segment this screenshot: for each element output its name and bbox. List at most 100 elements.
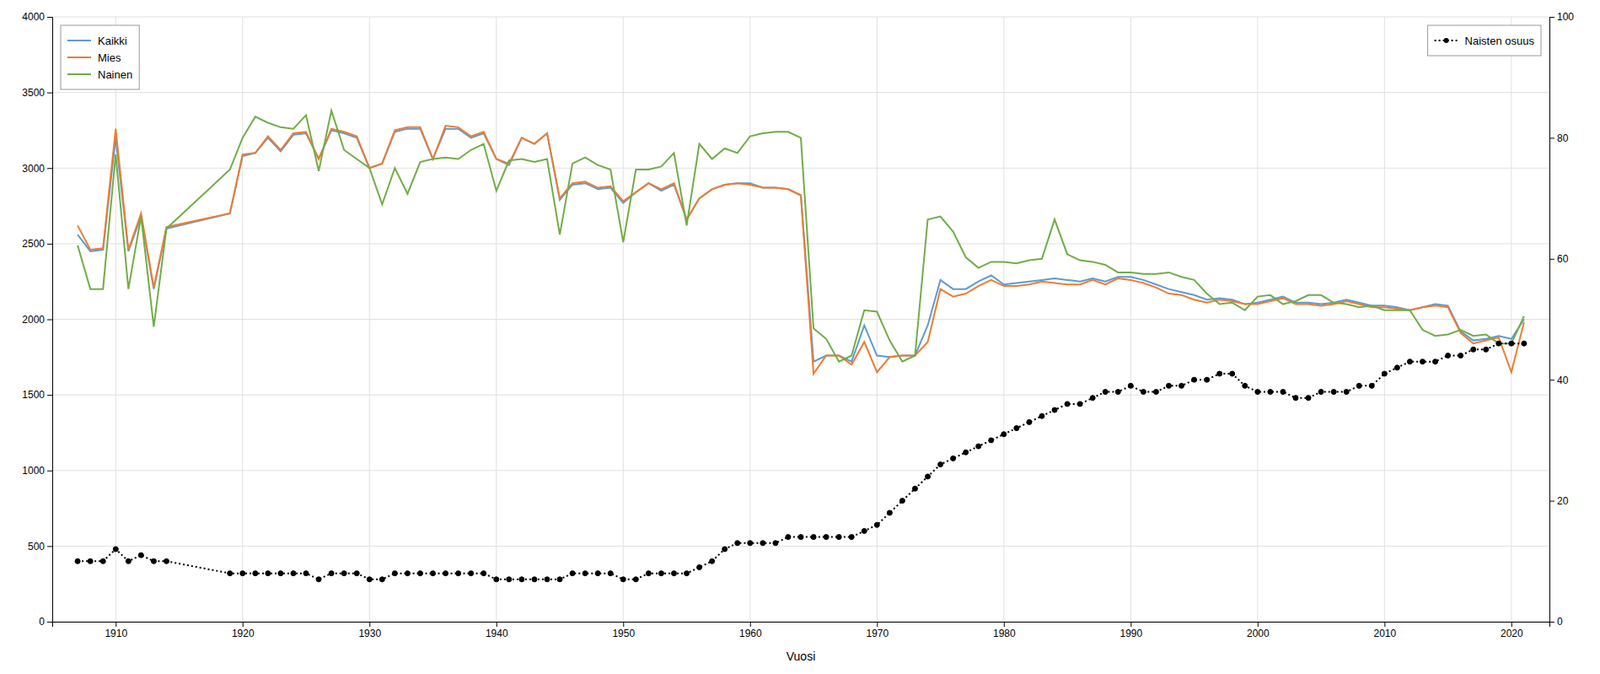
x-axis-tick-mark <box>496 621 498 627</box>
point <box>595 570 601 576</box>
point <box>658 570 664 576</box>
x-grid-line <box>1510 16 1512 622</box>
x-grid-line <box>1384 16 1386 622</box>
y2-axis-tick: 60 <box>1549 252 1569 265</box>
point <box>1483 346 1489 352</box>
series-line <box>77 343 1525 580</box>
x-axis-tick-label: 1980 <box>993 627 1016 639</box>
x-axis-tick: 1970 <box>865 621 889 639</box>
legend-label: Kaikki <box>97 34 128 48</box>
y-axis-tick-mark <box>47 319 53 321</box>
x-axis-tick: 1980 <box>993 621 1016 639</box>
point <box>1052 407 1058 413</box>
legend-swatch <box>67 73 92 76</box>
point <box>328 570 334 576</box>
x-axis-tick: 1910 <box>104 621 128 639</box>
point <box>341 570 347 576</box>
y-axis-tick-mark <box>47 394 53 396</box>
point <box>531 576 537 582</box>
y-axis-tick: 1000 <box>21 464 53 477</box>
y-axis-tick-label: 2500 <box>21 237 45 250</box>
legend-label: Nainen <box>97 68 133 81</box>
y-grid-line <box>52 545 1550 547</box>
series-line <box>77 125 1525 374</box>
point <box>150 558 156 564</box>
point <box>1077 401 1083 407</box>
y2-axis-tick-label: 40 <box>1557 374 1569 387</box>
point <box>633 576 639 582</box>
legend-marker <box>1444 37 1450 43</box>
point <box>87 558 93 564</box>
y-axis-tick-label: 1000 <box>21 464 45 477</box>
y-axis-tick-label: 3000 <box>21 162 45 175</box>
point <box>1496 340 1502 346</box>
legend-swatch <box>67 56 92 59</box>
x-grid-line <box>876 16 878 622</box>
point <box>938 461 944 468</box>
x-axis-tick-label: 1990 <box>1119 627 1143 639</box>
series-markers <box>75 340 1527 582</box>
series-group <box>75 110 1527 582</box>
x-axis-tick-mark <box>1257 621 1259 627</box>
x-axis-tick-mark <box>1384 621 1386 627</box>
point <box>1267 389 1273 395</box>
series-line <box>77 128 1525 362</box>
y-grid-line <box>52 91 1550 93</box>
x-axis-tick-mark <box>242 621 244 627</box>
y-axis-tick-mark <box>47 470 53 472</box>
point <box>1356 382 1362 388</box>
point <box>1242 382 1248 388</box>
y-axis: 05001000150020002500300035004000 <box>21 10 53 628</box>
point <box>785 534 791 540</box>
point <box>1445 353 1451 359</box>
y-grid-line <box>52 16 1550 18</box>
x-axis-line <box>53 622 1551 628</box>
point <box>379 576 385 582</box>
y2-axis-tick: 20 <box>1549 494 1569 507</box>
point <box>722 546 728 552</box>
legend-swatch <box>67 39 92 42</box>
x-grid-line <box>622 16 624 622</box>
x-axis-tick: 1960 <box>739 621 763 639</box>
point <box>645 570 651 576</box>
x-grid-line <box>241 16 243 622</box>
legend-box <box>60 25 140 90</box>
legend-label: Naisten osuus <box>1465 34 1536 48</box>
y-axis-tick: 2000 <box>21 313 53 326</box>
point <box>290 570 296 576</box>
x-grid-line <box>495 16 497 622</box>
point <box>138 552 144 558</box>
point <box>836 534 842 540</box>
point <box>1521 340 1527 346</box>
point <box>443 570 449 576</box>
y-grid-line <box>52 469 1550 471</box>
x-axis-tick-label: 1950 <box>612 627 635 639</box>
point <box>240 570 246 576</box>
point <box>468 570 474 576</box>
point <box>1343 389 1349 395</box>
y2-axis-tick: 40 <box>1549 374 1569 387</box>
legend-item: Mies <box>67 51 122 65</box>
y2-axis-tick-mark <box>1549 16 1555 18</box>
point <box>1127 382 1133 388</box>
point <box>1293 395 1299 401</box>
point <box>112 546 119 552</box>
point <box>912 485 918 491</box>
point <box>265 570 271 576</box>
point <box>417 570 423 576</box>
y-axis-tick-mark <box>47 167 53 169</box>
plot: 1910192019301940195019601970198019902000… <box>21 10 1574 663</box>
x-axis-tick-mark <box>115 621 117 627</box>
point <box>1064 401 1070 407</box>
y-axis-tick-label: 3500 <box>21 86 45 99</box>
legend-item: Kaikki <box>67 34 128 48</box>
point <box>1204 376 1210 382</box>
y2-axis-tick: 100 <box>1549 10 1574 23</box>
point <box>1039 413 1045 419</box>
x-axis-tick-label: 1970 <box>865 627 889 639</box>
y-grid-line <box>52 167 1550 169</box>
y2-axis-tick: 80 <box>1549 132 1569 145</box>
x-axis-tick: 2000 <box>1246 621 1270 639</box>
point <box>1369 382 1375 388</box>
legend-box <box>1428 25 1541 56</box>
